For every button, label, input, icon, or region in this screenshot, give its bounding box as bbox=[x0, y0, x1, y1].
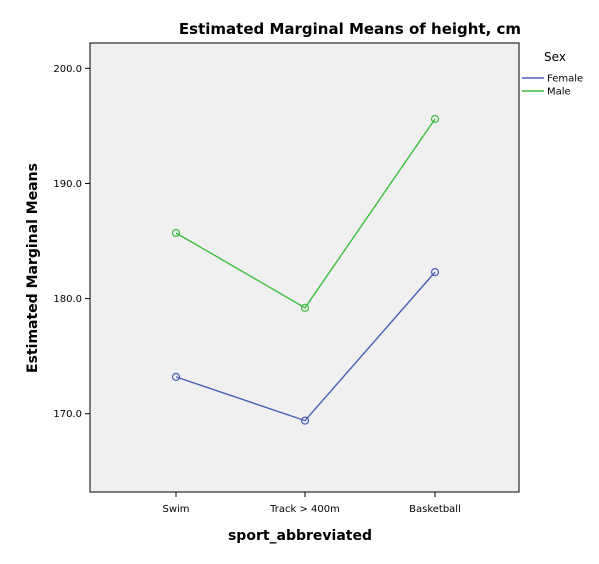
legend-label-male: Male bbox=[547, 87, 571, 98]
y-tick-label: 200.0 bbox=[53, 64, 82, 75]
y-axis-label: Estimated Marginal Means bbox=[25, 163, 41, 373]
x-axis-label: sport_abbreviated bbox=[228, 528, 372, 544]
x-tick-label: Swim bbox=[162, 504, 189, 515]
y-tick-label: 170.0 bbox=[53, 409, 82, 420]
y-axis: 170.0 180.0 190.0 200.0 bbox=[53, 64, 90, 420]
x-tick-label: Track > 400m bbox=[269, 504, 340, 515]
legend: Sex Female Male bbox=[522, 50, 583, 98]
legend-label-female: Female bbox=[547, 74, 583, 85]
chart-title: Estimated Marginal Means of height, cm bbox=[179, 20, 521, 38]
x-axis: Swim Track > 400m Basketball bbox=[162, 492, 460, 515]
x-tick-label: Basketball bbox=[409, 504, 461, 515]
y-tick-label: 180.0 bbox=[53, 294, 82, 305]
y-tick-label: 190.0 bbox=[53, 179, 82, 190]
legend-title: Sex bbox=[544, 50, 566, 64]
